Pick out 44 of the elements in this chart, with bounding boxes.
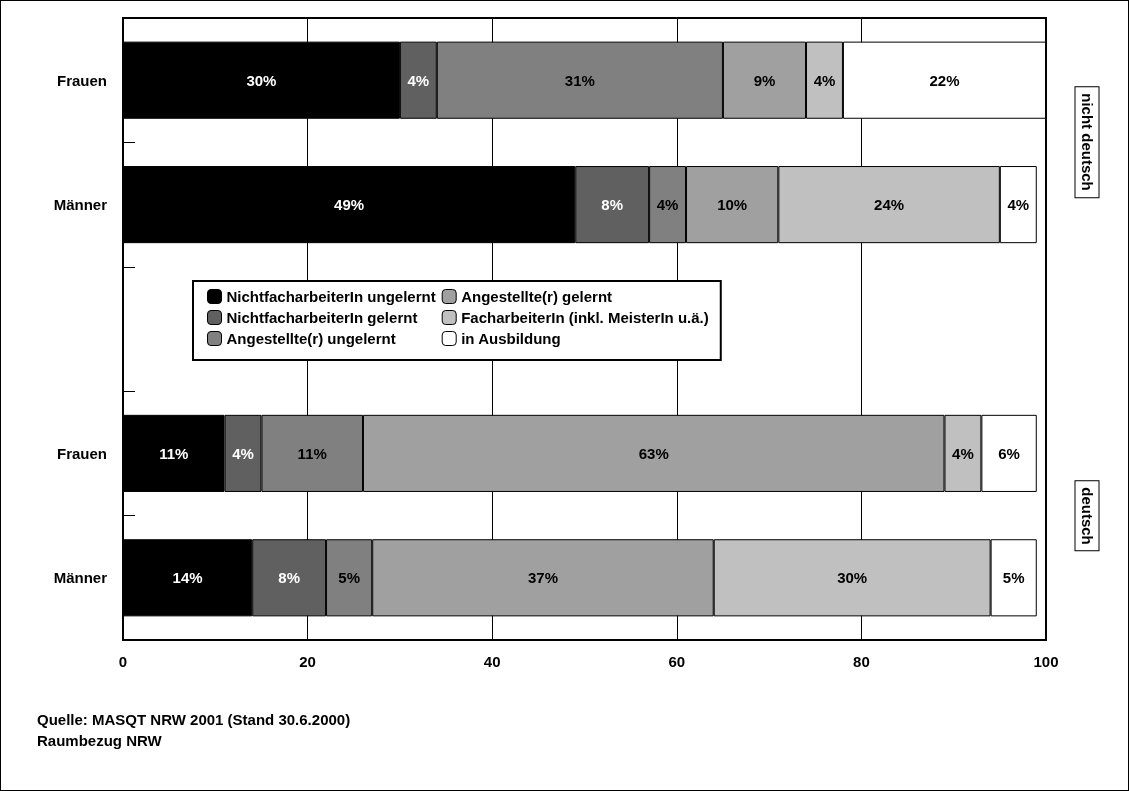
data-label: 30% <box>837 569 868 587</box>
data-label: 4% <box>232 444 254 462</box>
text: Raumbezug NRW <box>37 732 162 749</box>
x-tick-label: 100 <box>1033 653 1059 670</box>
data-label: 11% <box>297 444 327 462</box>
data-label: 49% <box>334 196 365 214</box>
data-label: 9% <box>753 71 776 89</box>
data-label: 37% <box>527 569 558 587</box>
source-note: Quelle: MASQT NRW 2001 (Stand 30.6.2000) <box>37 711 351 728</box>
x-tick-label: 80 <box>853 653 870 670</box>
y-tick-label: Männer <box>53 196 108 214</box>
data-label: 24% <box>874 196 905 214</box>
data-label: 22% <box>929 71 960 89</box>
x-tick-label: 20 <box>299 653 316 670</box>
data-label: 8% <box>601 196 624 214</box>
legend-label: Angestellte(r) gelernt <box>461 288 613 305</box>
legend-label: NichtfacharbeiterIn gelernt <box>226 309 418 326</box>
y-tick-label: Frauen <box>56 444 107 462</box>
data-label: 11% <box>159 444 189 462</box>
data-label: 31% <box>564 71 595 89</box>
data-label: 4% <box>656 196 679 214</box>
data-label: 14% <box>172 569 203 587</box>
x-tick-label: 40 <box>483 653 501 670</box>
y-tick-label: Frauen <box>56 71 107 89</box>
data-label: 6% <box>998 444 1020 462</box>
data-label: 5% <box>338 569 360 587</box>
x-tick-label: 0 <box>118 653 128 670</box>
data-label: 4% <box>952 444 974 462</box>
legend-label: NichtfacharbeiterIn ungelernt <box>226 288 436 305</box>
data-label: 30% <box>246 71 277 89</box>
legend-label: Angestellte(r) ungelernt <box>226 330 396 347</box>
text: nicht deutsch <box>1074 86 1100 199</box>
legend-label: in Ausbildung <box>461 330 561 347</box>
data-label: 4% <box>407 71 430 89</box>
x-tick-label: 60 <box>668 653 686 670</box>
data-label: 4% <box>813 71 836 89</box>
legend-label: FacharbeiterIn (inkl. MeisterIn u.ä.) <box>461 309 709 326</box>
data-label: 4% <box>1007 196 1030 214</box>
data-label: 63% <box>638 444 669 462</box>
text: deutsch <box>1074 479 1100 552</box>
data-label: 5% <box>1002 569 1025 587</box>
y-tick-label: Männer <box>53 569 108 587</box>
data-label: 10% <box>717 196 748 214</box>
data-label: 8% <box>278 569 300 587</box>
